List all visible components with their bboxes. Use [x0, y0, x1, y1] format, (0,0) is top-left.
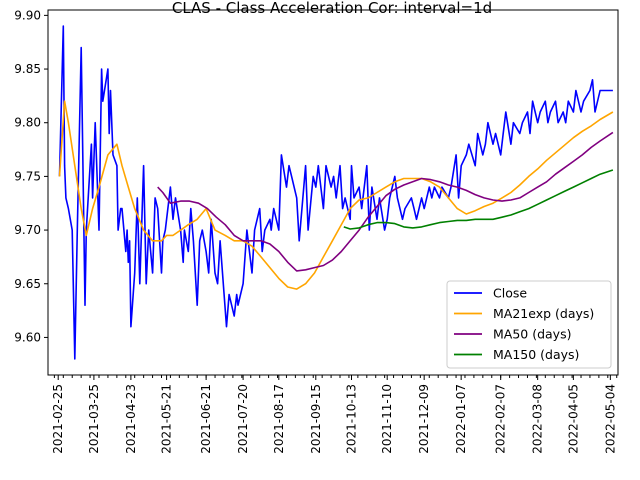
legend: Close MA21exp (days) MA50 (days) MA150 (day… — [446, 280, 612, 369]
x-tick-label: 2022-02-07 — [494, 384, 508, 454]
series-line-ma150-days — [343, 169, 614, 230]
x-tick-label: 2022-03-08 — [531, 384, 545, 454]
legend-label: MA50 (days) — [493, 327, 571, 342]
x-tick-label: 2021-03-25 — [87, 384, 101, 454]
plot-frame — [47, 9, 619, 376]
x-tick-label: 2021-08-17 — [272, 384, 286, 454]
x-tick-label: 2021-09-15 — [309, 384, 323, 454]
x-tick-label: 2021-11-10 — [380, 384, 394, 454]
chart-title: CLAS - Class Acceleration Cor: interval=… — [172, 0, 492, 17]
y-tick-label: 9.75 — [14, 169, 41, 183]
x-tick-label: 2021-04-23 — [124, 384, 138, 454]
x-tick-label: 2021-05-21 — [160, 384, 174, 454]
series-line-ma50-days — [157, 131, 614, 272]
y-tick-label: 9.90 — [14, 8, 41, 22]
x-tick-label: 2022-01-07 — [454, 384, 468, 454]
series-line-ma21exp-days — [58, 100, 614, 290]
y-tick-label: 9.70 — [14, 223, 41, 237]
y-tick-label: 9.60 — [14, 330, 41, 344]
x-tick-label: 2021-12-09 — [417, 384, 431, 454]
x-tick-label: 2022-04-05 — [566, 384, 580, 454]
series-layer — [58, 25, 614, 360]
x-tick-label: 2022-05-04 — [603, 384, 617, 454]
x-tick-label: 2021-10-13 — [344, 384, 358, 454]
series-line-close — [58, 25, 613, 360]
y-tick-label: 9.65 — [14, 277, 41, 291]
x-tick-label: 2021-06-21 — [199, 384, 213, 454]
x-axis: 2021-02-25 2021-03-25 2021-04-23 2021-05-21… — [51, 375, 617, 454]
legend-label: Close — [493, 286, 527, 301]
x-tick-label: 2021-07-20 — [236, 384, 250, 454]
legend-label: MA150 (days) — [493, 347, 579, 362]
legend-label: MA21exp (days) — [493, 306, 594, 321]
y-tick-label: 9.85 — [14, 62, 41, 76]
x-tick-label: 2021-02-25 — [51, 384, 65, 454]
y-tick-label: 9.80 — [14, 116, 41, 130]
y-axis: 9.60 9.65 9.70 9.75 9.80 9.85 9.90 — [14, 8, 48, 344]
legend-box — [446, 280, 612, 369]
